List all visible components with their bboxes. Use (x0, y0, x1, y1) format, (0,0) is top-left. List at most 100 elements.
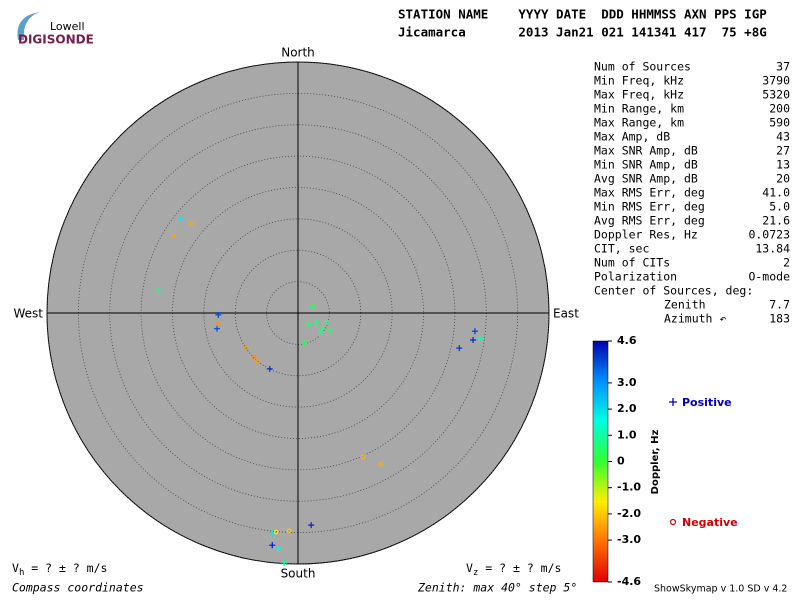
v-text: = ? ± ? m/s (24, 561, 107, 575)
colorbar-tick-label: 2.0 (617, 402, 637, 415)
source-negative (170, 232, 176, 238)
legend-symbol (669, 518, 677, 526)
colorbar-tick-label: 4.6 (617, 334, 637, 347)
header-line: Jicamarca 2013 Jan21 021 141341 417 75 +… (398, 25, 767, 40)
source-negative (189, 220, 195, 226)
source-positive (301, 340, 308, 347)
stat-label: Min Range, km (594, 102, 684, 116)
stat-value: 183 (769, 312, 790, 326)
colorbar-tick-label: -2.0 (617, 507, 641, 520)
source-positive (313, 320, 320, 327)
legend-label: Positive (682, 396, 732, 409)
colorbar-title: Doppler, Hz (650, 430, 661, 495)
stat-label: Max SNR Amp, dB (594, 144, 698, 158)
source-positive (308, 522, 315, 529)
stat-value: O-mode (748, 270, 790, 284)
stat-label: Min RMS Err, deg (594, 200, 705, 214)
colorbar-tick-label: 1.0 (617, 428, 637, 441)
source-positive (269, 542, 276, 549)
source-positive (316, 330, 323, 337)
logo-swoosh (17, 12, 40, 40)
source-negative (378, 461, 384, 467)
logo-bottom: DIGISONDE (18, 33, 94, 47)
colorbar-tick-label: -1.0 (617, 481, 641, 494)
source-positive (266, 365, 273, 372)
source-negative (286, 528, 292, 534)
source-positive (305, 321, 312, 328)
stat-value: 27 (776, 144, 790, 158)
stat-value: 20 (776, 172, 790, 186)
colorbar-tick-label: 3.0 (617, 376, 637, 389)
stat-label: Num of Sources (594, 60, 691, 74)
stat-value: 21.6 (762, 214, 790, 228)
stat-value: 2 (783, 256, 790, 270)
v: V (466, 561, 473, 575)
source-positive (281, 559, 288, 566)
v-text: = ? ± ? m/s (478, 561, 561, 575)
source-positive (274, 545, 281, 552)
stat-label: Polarization (594, 270, 677, 284)
source-positive (214, 325, 221, 332)
stat-label: Min SNR Amp, dB (594, 158, 698, 172)
source-negative (255, 358, 261, 364)
source-negative (360, 454, 366, 460)
stat-value: 43 (776, 130, 790, 144)
compass-label: East (553, 307, 579, 321)
stat-value: 200 (769, 102, 790, 116)
v: V (12, 561, 19, 575)
compass-label: North (281, 46, 315, 60)
source-positive (318, 325, 325, 332)
colorbar (592, 340, 609, 583)
legend-symbol (669, 398, 677, 406)
sub: h (19, 568, 24, 578)
stat-label: Max Range, km (594, 116, 684, 130)
source-negative (215, 321, 221, 327)
source-positive (476, 335, 483, 342)
source-positive (470, 336, 477, 343)
compass-label: South (281, 567, 316, 581)
version: ShowSkymap v 1.0 SD v 4.2 (654, 584, 787, 595)
compass-label: West (13, 307, 43, 321)
legend-label: Negative (682, 516, 738, 529)
stat-label: Avg RMS Err, deg (594, 214, 705, 228)
source-positive (327, 326, 334, 333)
source-negative (243, 345, 249, 351)
stat-label: Max Freq, kHz (594, 88, 684, 102)
source-positive (215, 311, 222, 318)
stat-value: 5320 (762, 88, 790, 102)
source-positive (155, 288, 162, 295)
stat-value: 5.0 (769, 200, 790, 214)
colorbar-tick-label: 0 (617, 455, 625, 468)
stat-value: 590 (769, 116, 790, 130)
logo-top: Lowell (50, 20, 85, 33)
source-positive (178, 215, 185, 222)
stat-value: 13.84 (755, 242, 790, 256)
stat-label: Zenith (664, 298, 706, 312)
stats-title: Center of Sources, deg: (594, 284, 753, 298)
source-negative (251, 354, 257, 360)
source-positive (456, 345, 463, 352)
header-line: STATION NAME YYYY DATE DDD HHMMSS AXN PP… (398, 7, 767, 22)
stat-label: Azimuth ↶ (664, 312, 726, 326)
stat-label: Doppler Res, Hz (594, 228, 698, 242)
source-positive (471, 328, 478, 335)
colorbar-tick-label: -3.0 (617, 533, 641, 546)
zenith-note: Zenith: max 40° step 5° (417, 581, 577, 595)
sub: z (473, 568, 478, 578)
source-positive (323, 318, 330, 325)
stat-label: Max Amp, dB (594, 130, 670, 144)
stat-label: CIT, sec (594, 242, 649, 256)
stat-value: 37 (776, 60, 790, 74)
velocity: Vh = ? ± ? m/s (12, 561, 107, 578)
source-positive (310, 303, 317, 310)
source-negative (273, 529, 279, 535)
stat-label: Avg SNR Amp, dB (594, 172, 698, 186)
stat-value: 7.7 (769, 298, 790, 312)
stat-label: Num of CITs (594, 256, 670, 270)
stat-label: Min Freq, kHz (594, 74, 684, 88)
velocity: Vz = ? ± ? m/s (466, 561, 561, 578)
stat-label: Max RMS Err, deg (594, 186, 705, 200)
stat-value: 13 (776, 158, 790, 172)
stat-value: 0.0723 (748, 228, 790, 242)
